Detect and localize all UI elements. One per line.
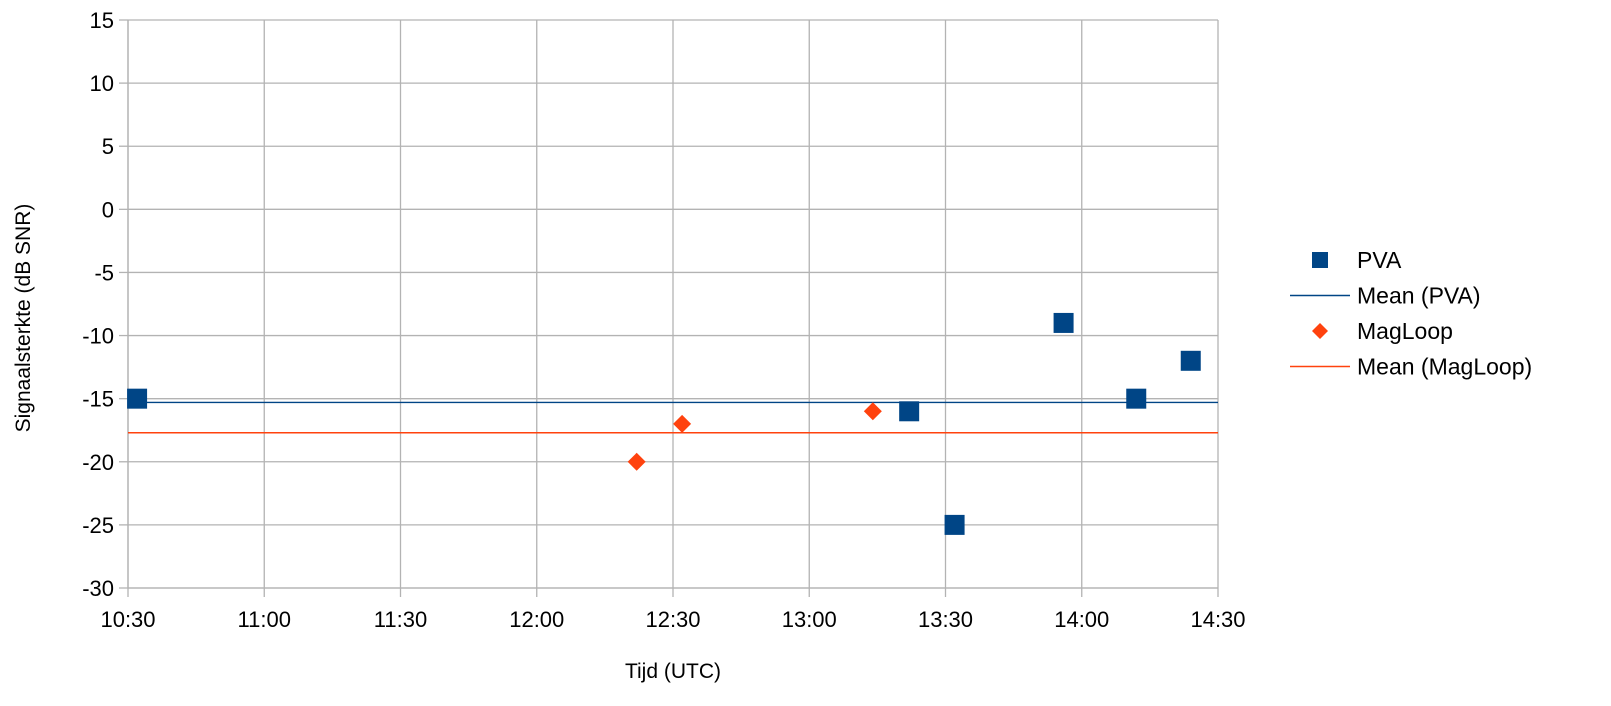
x-tick-label: 12:00 (509, 607, 564, 632)
x-tick-label: 12:30 (645, 607, 700, 632)
magloop-point (673, 414, 692, 433)
x-tick-label: 11:00 (238, 607, 291, 632)
axes (119, 19, 1219, 597)
y-tick-label: -30 (82, 576, 114, 601)
y-tick-label: 15 (90, 8, 114, 33)
legend-square-swatch (1312, 252, 1328, 268)
x-tick-label: 14:30 (1190, 607, 1245, 632)
x-tick-label: 13:00 (782, 607, 837, 632)
magloop-point (863, 402, 882, 421)
pva-point (1053, 312, 1074, 333)
pva-point (944, 514, 965, 535)
x-tick-label: 13:30 (918, 607, 973, 632)
x-tick-label: 11:30 (374, 607, 427, 632)
legend: PVA Mean (PVA) MagLoop Mean (MagLoop) (1290, 247, 1532, 380)
magloop-point (627, 452, 646, 471)
pva-point (1180, 350, 1201, 371)
legend-diamond-swatch (1312, 323, 1328, 339)
series-layer (127, 312, 1218, 535)
grid (127, 19, 1219, 589)
pva-point (127, 388, 148, 409)
pva-point (899, 401, 920, 422)
y-tick-labels: 15 10 5 0 -5 -10 -15 -20 -25 -30 (82, 8, 114, 601)
legend-label: PVA (1357, 247, 1402, 273)
y-tick-label: 5 (102, 134, 114, 159)
y-tick-label: -25 (82, 513, 114, 538)
y-tick-label: -15 (82, 387, 114, 412)
y-tick-label: -10 (82, 324, 114, 349)
y-tick-label: 10 (90, 71, 114, 96)
x-tick-label: 10:30 (100, 607, 155, 632)
y-tick-label: 0 (102, 197, 114, 222)
legend-label: Mean (PVA) (1357, 283, 1481, 309)
y-tick-label: -20 (82, 450, 114, 475)
x-tick-label: 14:00 (1054, 607, 1109, 632)
pva-point (1126, 388, 1147, 409)
y-tick-label: -5 (94, 260, 114, 285)
y-axis-title: Signaalsterkte (dB SNR) (12, 204, 35, 433)
x-axis-title: Tijd (UTC) (625, 660, 721, 683)
legend-label: Mean (MagLoop) (1357, 354, 1532, 380)
legend-label: MagLoop (1357, 318, 1453, 344)
x-tick-labels: 10:30 11:00 11:30 12:00 12:30 13:00 13:30 14:00… (100, 607, 1245, 632)
